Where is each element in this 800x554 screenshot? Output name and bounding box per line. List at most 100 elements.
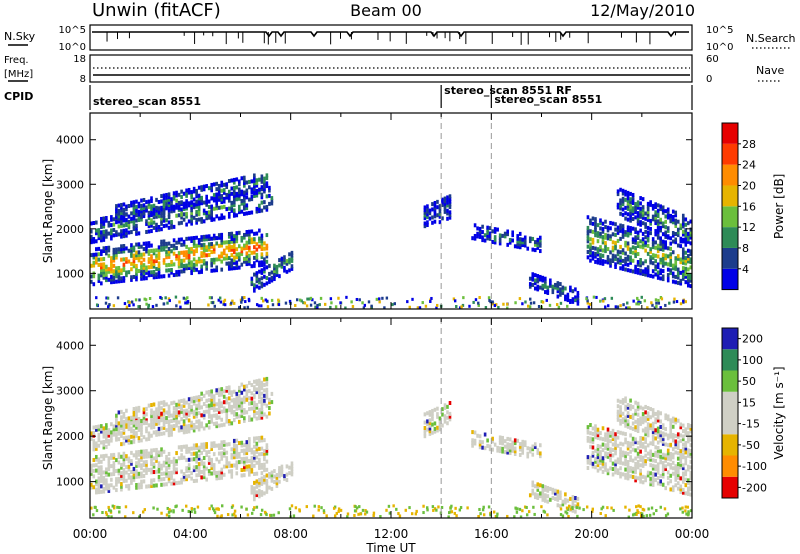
colorbar-tick-label: 16 (742, 200, 756, 213)
cell (187, 457, 191, 462)
cell (140, 198, 143, 203)
cell (669, 473, 673, 478)
cell (288, 299, 292, 303)
cell (105, 434, 108, 439)
cell (230, 407, 234, 412)
cell (225, 414, 229, 419)
cell (145, 449, 148, 454)
cell (243, 464, 246, 469)
cell (594, 432, 597, 437)
cell (137, 422, 141, 427)
cell (182, 472, 186, 477)
cell (629, 207, 632, 212)
cell (120, 229, 123, 234)
cell (253, 400, 256, 405)
cell (556, 492, 560, 497)
cell (175, 408, 178, 413)
cell (604, 465, 607, 470)
cell (180, 455, 183, 460)
cell (644, 259, 647, 264)
cell (175, 205, 178, 210)
cell (122, 249, 126, 254)
cell (526, 446, 530, 451)
cell (202, 208, 206, 213)
cell (664, 256, 668, 261)
cell (621, 234, 625, 239)
cell (192, 189, 196, 194)
cell (152, 414, 156, 419)
cell (619, 455, 622, 460)
cell (646, 230, 650, 235)
cell (117, 219, 121, 224)
cell (314, 305, 317, 309)
cell (571, 506, 574, 510)
cell (489, 511, 492, 515)
cell (523, 505, 527, 509)
cell (162, 224, 166, 229)
cell (619, 447, 622, 452)
cell (689, 434, 693, 439)
cell (676, 451, 680, 456)
cell (255, 471, 259, 476)
cell (260, 438, 264, 443)
cell (591, 245, 595, 250)
cell (207, 242, 211, 247)
cell (263, 269, 266, 274)
cell (599, 452, 602, 457)
cell (245, 442, 249, 447)
cell (140, 203, 143, 208)
cell (120, 442, 123, 447)
cell (604, 246, 607, 251)
cell (538, 243, 542, 248)
cell (112, 250, 116, 255)
cell (260, 399, 264, 404)
cell (601, 253, 605, 258)
cell (237, 403, 241, 408)
cell (430, 296, 433, 300)
cell (165, 252, 168, 257)
cell (122, 244, 126, 249)
cell (265, 194, 269, 199)
cell (686, 478, 690, 483)
cell (233, 512, 236, 516)
cell (222, 450, 226, 455)
cell (125, 246, 128, 251)
cell (245, 188, 249, 193)
cell (160, 411, 163, 416)
cell (664, 456, 668, 461)
cell (140, 479, 143, 484)
cell (541, 497, 545, 502)
cell (230, 404, 234, 409)
cell (260, 452, 264, 457)
cell (192, 428, 196, 433)
cell (147, 273, 151, 278)
colorbar-tick-label: -200 (742, 481, 767, 494)
cell (115, 423, 118, 428)
cell (676, 230, 680, 235)
cell (265, 184, 269, 189)
cell (679, 454, 683, 459)
cell (110, 258, 113, 263)
cell (220, 235, 224, 240)
cell (556, 286, 560, 291)
cell (132, 274, 136, 279)
cell (253, 237, 256, 242)
cell (243, 448, 246, 453)
cell (564, 497, 567, 502)
cell (659, 220, 662, 225)
cell (556, 489, 560, 494)
cell (220, 451, 224, 456)
cell (230, 237, 234, 242)
nave-tick-bottom: 0 (706, 74, 712, 85)
cell (232, 234, 236, 239)
cell (210, 444, 213, 449)
cell (170, 259, 173, 264)
cell (666, 417, 670, 422)
cell (589, 455, 592, 460)
cell (495, 514, 499, 518)
cell (673, 297, 676, 301)
cell (235, 213, 239, 218)
colorbar-swatch (722, 413, 738, 435)
cell (689, 465, 693, 470)
